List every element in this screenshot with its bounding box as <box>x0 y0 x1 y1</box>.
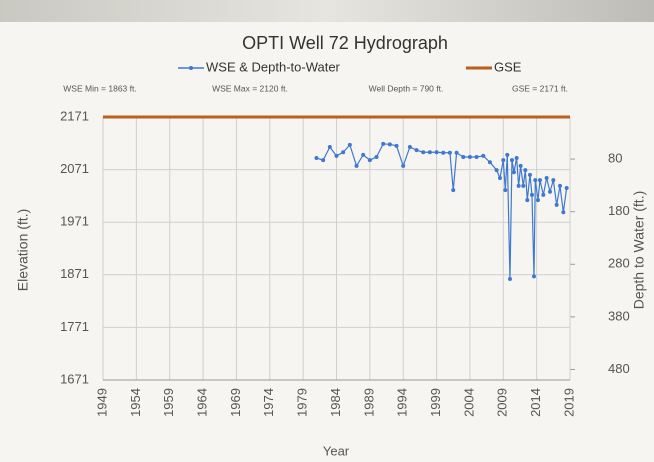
data-point <box>314 156 319 161</box>
data-point <box>381 141 386 146</box>
x-tick-label: 1954 <box>128 388 143 417</box>
data-point <box>367 158 372 163</box>
data-point <box>537 178 542 183</box>
x-tick-label: 2014 <box>528 388 543 417</box>
y-tick-label: 1971 <box>60 214 89 229</box>
y-tick-label: 2171 <box>60 108 89 123</box>
x-tick-label: 1969 <box>228 388 243 417</box>
data-point <box>544 176 549 181</box>
data-point <box>514 156 519 161</box>
data-point <box>505 152 510 157</box>
x-tick-label: 1979 <box>295 388 310 417</box>
x-tick-label: 2019 <box>561 388 576 417</box>
data-point <box>535 198 540 203</box>
y-tick-label: 1871 <box>60 266 89 281</box>
x-tick-label: 1959 <box>161 388 176 417</box>
data-point <box>347 142 352 147</box>
y-tick-label: 2071 <box>60 161 89 176</box>
data-point <box>401 163 406 168</box>
annotation: WSE Max = 2120 ft. <box>212 83 288 93</box>
data-point <box>511 170 516 175</box>
data-point <box>334 153 339 158</box>
data-point <box>518 163 523 168</box>
y2-axis-label: Depth to Water (ft.) <box>631 191 647 310</box>
data-point <box>481 153 486 158</box>
annotation: WSE Min = 1863 ft. <box>63 83 136 93</box>
data-point <box>494 168 499 173</box>
data-point <box>509 158 514 163</box>
data-point <box>525 198 530 203</box>
data-point <box>321 158 326 163</box>
y2-tick-label: 80 <box>608 151 622 166</box>
x-axis-label: Year <box>323 443 350 458</box>
y2-tick-label: 480 <box>608 361 630 376</box>
series-line <box>316 143 568 280</box>
data-point <box>561 210 566 215</box>
data-point <box>394 143 399 148</box>
data-point <box>551 178 556 183</box>
data-point <box>474 154 479 159</box>
legend-label: WSE & Depth-to-Water <box>206 59 341 74</box>
chart-title: OPTI Well 72 Hydrograph <box>242 33 448 53</box>
data-point <box>387 142 392 147</box>
data-point <box>487 160 492 165</box>
data-point <box>497 176 502 181</box>
data-point <box>503 188 508 193</box>
data-point <box>421 150 426 155</box>
x-tick-label: 1994 <box>395 388 410 417</box>
data-point <box>564 186 569 191</box>
y-tick-label: 1771 <box>60 319 89 334</box>
x-tick-label: 1964 <box>195 388 210 417</box>
data-point <box>354 163 359 168</box>
x-tick-label: 1949 <box>94 388 109 417</box>
data-point <box>529 192 534 197</box>
legend-swatch-marker <box>189 66 193 70</box>
data-point <box>427 150 432 155</box>
data-point <box>501 158 506 163</box>
x-tick-label: 1999 <box>428 388 443 417</box>
data-point <box>557 183 562 188</box>
data-point <box>461 154 466 159</box>
y2-tick-label: 280 <box>608 256 630 271</box>
data-point <box>374 154 379 159</box>
data-point <box>547 189 552 194</box>
data-point <box>467 154 472 159</box>
data-point <box>516 183 521 188</box>
data-point <box>407 144 412 149</box>
data-point <box>441 150 446 155</box>
data-point <box>527 172 532 177</box>
annotation: GSE = 2171 ft. <box>512 83 568 93</box>
data-point <box>361 152 366 157</box>
data-point <box>454 150 459 155</box>
data-point <box>554 202 559 207</box>
y-axis-label: Elevation (ft.) <box>15 209 31 291</box>
data-point <box>523 168 528 173</box>
data-point <box>414 148 419 153</box>
annotation: Well Depth = 790 ft. <box>369 83 444 93</box>
data-point <box>447 150 452 155</box>
x-tick-label: 1974 <box>261 388 276 417</box>
data-point <box>533 178 538 183</box>
y-tick-label: 1671 <box>60 371 89 386</box>
data-point <box>341 150 346 155</box>
legend-label: GSE <box>494 59 522 74</box>
y2-tick-label: 380 <box>608 308 630 323</box>
data-point <box>327 144 332 149</box>
data-point <box>541 192 546 197</box>
x-tick-label: 1984 <box>328 388 343 417</box>
photo-strip <box>0 0 654 22</box>
data-point <box>521 183 526 188</box>
x-tick-label: 2004 <box>461 388 476 417</box>
x-tick-label: 2009 <box>495 388 510 417</box>
data-point <box>531 274 536 279</box>
data-point <box>507 277 512 282</box>
x-tick-label: 1989 <box>361 388 376 417</box>
y2-tick-label: 180 <box>608 203 630 218</box>
data-point <box>451 188 456 193</box>
data-point <box>434 150 439 155</box>
